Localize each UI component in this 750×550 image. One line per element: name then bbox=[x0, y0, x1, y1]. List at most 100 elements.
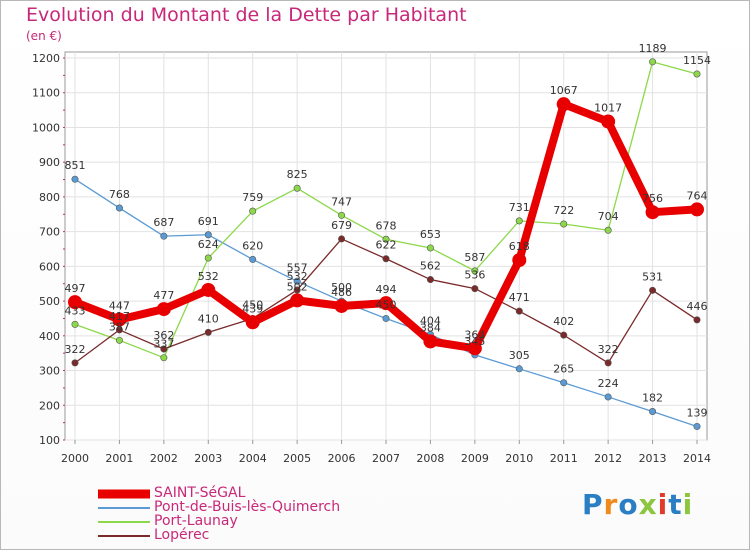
data-label: 337 bbox=[153, 338, 174, 351]
data-label: 825 bbox=[287, 168, 308, 181]
data-label: 439 bbox=[242, 302, 263, 315]
data-point bbox=[604, 393, 612, 401]
data-point bbox=[290, 293, 305, 308]
data-label: 450 bbox=[242, 298, 263, 311]
data-point bbox=[426, 244, 434, 252]
data-label: 678 bbox=[376, 219, 397, 232]
data-point bbox=[382, 255, 390, 263]
data-label: 384 bbox=[420, 321, 441, 334]
data-point bbox=[471, 285, 479, 293]
x-tick-label: 2011 bbox=[550, 452, 578, 465]
data-point bbox=[649, 58, 657, 66]
y-tick-label: 700 bbox=[39, 226, 60, 239]
data-point bbox=[293, 184, 301, 192]
data-label: 759 bbox=[242, 191, 263, 204]
y-tick-label: 200 bbox=[39, 399, 60, 412]
legend-label: SAINT-SéGAL bbox=[154, 485, 246, 501]
data-point bbox=[515, 365, 523, 373]
x-tick-label: 2005 bbox=[283, 452, 311, 465]
data-point bbox=[604, 359, 612, 367]
data-label: 486 bbox=[331, 286, 352, 299]
data-point bbox=[204, 254, 212, 262]
y-tick-label: 300 bbox=[39, 365, 60, 378]
data-label: 1189 bbox=[639, 42, 667, 55]
data-point bbox=[690, 202, 704, 217]
data-point bbox=[115, 326, 123, 334]
data-point bbox=[382, 235, 390, 243]
data-label: 768 bbox=[109, 188, 130, 201]
data-label: 704 bbox=[598, 210, 619, 223]
data-point bbox=[249, 207, 257, 215]
data-point bbox=[693, 316, 701, 324]
data-label: 450 bbox=[376, 298, 397, 311]
y-tick-label: 600 bbox=[39, 260, 60, 273]
data-label: 756 bbox=[642, 192, 663, 205]
y-tick-label: 1200 bbox=[32, 52, 60, 65]
data-label: 265 bbox=[553, 363, 574, 376]
data-point bbox=[71, 359, 79, 367]
y-tick-label: 500 bbox=[39, 295, 60, 308]
data-label: 224 bbox=[598, 377, 619, 390]
data-point bbox=[515, 307, 523, 315]
data-label: 410 bbox=[198, 312, 219, 325]
data-point bbox=[338, 235, 346, 243]
data-label: 1154 bbox=[683, 54, 711, 67]
x-tick-label: 2000 bbox=[61, 452, 89, 465]
chart-subtitle: (en €) bbox=[26, 29, 62, 43]
data-point bbox=[293, 277, 301, 285]
data-label: 532 bbox=[287, 270, 308, 283]
data-label: 182 bbox=[642, 392, 663, 405]
data-point bbox=[204, 328, 212, 336]
data-point bbox=[71, 175, 79, 183]
data-point bbox=[245, 315, 260, 330]
y-tick-label: 100 bbox=[39, 434, 60, 447]
data-point bbox=[156, 302, 171, 317]
y-tick-label: 400 bbox=[39, 330, 60, 343]
data-label: 624 bbox=[198, 238, 219, 251]
data-label: 532 bbox=[198, 270, 219, 283]
data-point bbox=[560, 331, 568, 339]
data-point bbox=[115, 336, 123, 344]
y-tick-label: 800 bbox=[39, 191, 60, 204]
legend-label: Port-Launay bbox=[154, 513, 238, 529]
data-label: 691 bbox=[198, 215, 219, 228]
legend-label: Lopérec bbox=[154, 527, 210, 543]
data-label: 622 bbox=[376, 239, 397, 252]
data-point bbox=[115, 204, 123, 212]
x-tick-label: 2012 bbox=[594, 452, 622, 465]
data-point bbox=[68, 295, 82, 310]
data-label: 653 bbox=[420, 228, 441, 241]
data-label: 387 bbox=[109, 320, 130, 333]
data-label: 1067 bbox=[550, 84, 578, 97]
data-point bbox=[471, 267, 479, 275]
x-tick-label: 2009 bbox=[461, 452, 489, 465]
data-label: 477 bbox=[153, 289, 174, 302]
legend-swatch bbox=[98, 535, 150, 537]
data-point bbox=[693, 422, 701, 430]
data-label: 404 bbox=[420, 314, 441, 327]
x-tick-label: 2008 bbox=[416, 452, 444, 465]
data-label: 618 bbox=[509, 240, 530, 253]
data-label: 764 bbox=[687, 189, 708, 202]
data-label: 557 bbox=[287, 261, 308, 274]
x-tick-label: 2013 bbox=[639, 452, 667, 465]
data-label: 433 bbox=[65, 304, 86, 317]
data-label: 731 bbox=[509, 201, 530, 214]
data-label: 322 bbox=[598, 343, 619, 356]
data-point bbox=[71, 320, 79, 328]
data-point bbox=[423, 334, 438, 349]
data-point bbox=[467, 341, 482, 356]
x-tick-label: 2002 bbox=[150, 452, 178, 465]
y-tick-label: 900 bbox=[39, 156, 60, 169]
data-point bbox=[512, 253, 527, 268]
data-label: 1017 bbox=[594, 102, 622, 115]
data-point bbox=[160, 345, 168, 353]
data-label: 322 bbox=[65, 343, 86, 356]
data-label: 687 bbox=[153, 216, 174, 229]
data-label: 747 bbox=[331, 195, 352, 208]
data-point bbox=[649, 286, 657, 294]
data-label: 446 bbox=[687, 300, 708, 313]
data-label: 531 bbox=[642, 270, 663, 283]
data-label: 364 bbox=[464, 328, 485, 341]
